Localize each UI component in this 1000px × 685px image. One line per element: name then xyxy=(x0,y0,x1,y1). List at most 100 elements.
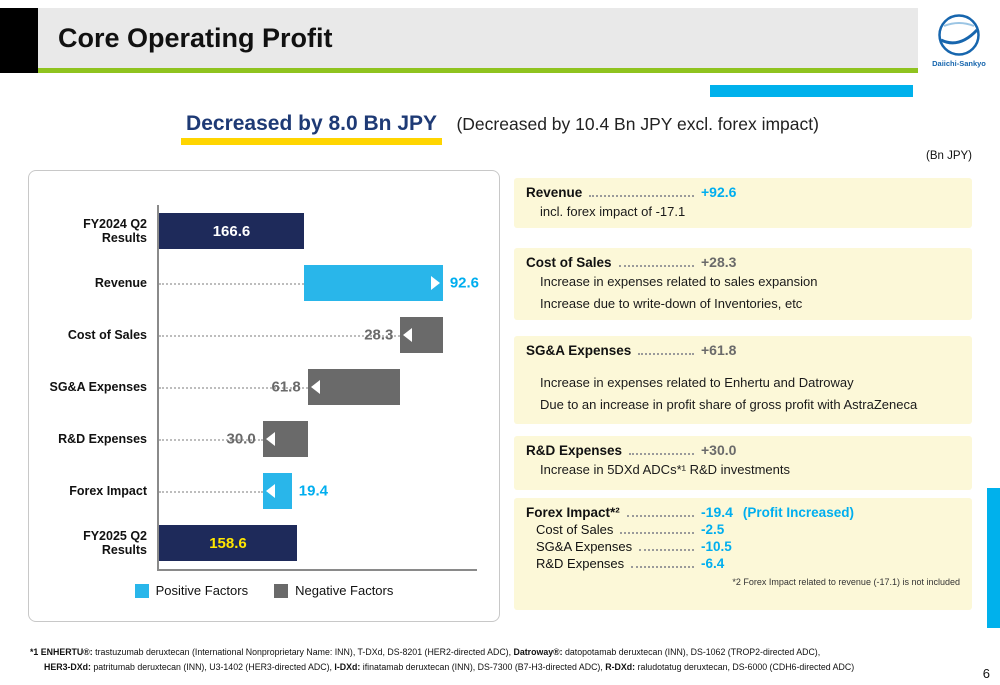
panel-head: Forex Impact*² -19.4 (Profit Increased) xyxy=(526,504,960,520)
chart-bar xyxy=(262,473,292,509)
panel-head: Cost of Sales +28.3 xyxy=(526,254,960,270)
unit-label: (Bn JPY) xyxy=(925,150,972,162)
panel-line: Increase in expenses related to sales ex… xyxy=(540,273,818,289)
bar-arrow-icon xyxy=(403,328,413,342)
panel-value: +61.8 xyxy=(701,341,737,358)
headline-sub: (Decreased by 10.4 Bn JPY excl. forex im… xyxy=(456,114,819,134)
leader-line xyxy=(159,491,263,493)
panel-title: SG&A Expenses xyxy=(526,342,632,358)
dotted-leader xyxy=(638,345,694,355)
dotted-leader xyxy=(631,558,694,568)
page-title: Core Operating Profit xyxy=(58,23,333,53)
bar-value-outside: 61.8 xyxy=(271,378,301,396)
plot-cell: 30.0 xyxy=(157,413,491,465)
chart-row: FY2024 Q2 Results 166.6 xyxy=(37,205,491,257)
page-number: 6 xyxy=(982,666,990,681)
panel-line: Due to an increase in profit share of gr… xyxy=(540,396,918,412)
plot-cell: 19.4 xyxy=(157,465,491,517)
footnote-line: *1 ENHERTU®: trastuzumab deruxtecan (Int… xyxy=(30,647,821,657)
bar-value-inside: 158.6 xyxy=(209,534,247,552)
explanation-panels: Revenue +92.6 incl. forex impact of -17.… xyxy=(514,178,972,610)
panel-title: R&D Expenses xyxy=(526,442,623,458)
company-logo: Daiichi-Sankyo xyxy=(918,0,1000,80)
forex-row-value: -10.5 xyxy=(701,538,732,554)
chart-row: R&D Expenses 30.0 xyxy=(37,413,491,465)
chart-category-label: Forex Impact xyxy=(69,484,147,498)
panel-value: +30.0 xyxy=(701,441,737,458)
legend-item-negative: Negative Factors xyxy=(274,583,393,598)
chart-row: Revenue 92.6 xyxy=(37,257,491,309)
chart-row: Cost of Sales 28.3 xyxy=(37,309,491,361)
logo-globe-icon xyxy=(938,13,980,56)
bar-value-inside xyxy=(308,369,401,405)
dotted-leader xyxy=(626,507,694,517)
chart-row: SG&A Expenses 61.8 xyxy=(37,361,491,413)
legend-item-positive: Positive Factors xyxy=(134,583,249,598)
plot-cell: 28.3 xyxy=(157,309,491,361)
panel-head: R&D Expenses +30.0 xyxy=(526,442,960,458)
panel-cost-of-sales: Cost of Sales +28.3 Increase in expenses… xyxy=(514,247,972,320)
panel-line: incl. forex impact of -17.1 xyxy=(540,204,686,219)
header-left-block xyxy=(0,8,38,73)
chart-row: FY2025 Q2 Results 158.6 xyxy=(37,517,491,569)
bar-value-inside xyxy=(263,421,308,457)
legend-label: Negative Factors xyxy=(295,583,394,598)
leader-line xyxy=(159,283,304,285)
waterfall-chart: FY2024 Q2 Results 166.6 Revenue 92.6 xyxy=(28,170,500,622)
chart-bar xyxy=(400,317,443,353)
chart-bar xyxy=(303,265,443,301)
bar-value-outside: 30.0 xyxy=(226,430,256,448)
bar-value-inside: 166.6 xyxy=(212,222,251,240)
forex-row-label: Cost of Sales xyxy=(536,521,614,537)
panel-title: Forex Impact*² xyxy=(526,504,620,520)
leader-line xyxy=(159,439,263,441)
forex-row: R&D Expenses -6.4 xyxy=(536,556,960,571)
chart-category-label: SG&A Expenses xyxy=(49,380,148,394)
panel-line: Increase due to write-down of Inventorie… xyxy=(540,295,803,311)
leader-line xyxy=(159,387,308,389)
chart-category-label: FY2025 Q2 Results xyxy=(83,529,147,557)
dotted-leader xyxy=(589,187,694,197)
forex-row-label: R&D Expenses xyxy=(536,555,625,571)
bar-arrow-icon xyxy=(265,432,275,446)
plot-cell: 61.8 xyxy=(157,361,491,413)
panel-line: Increase in expenses related to Enhertu … xyxy=(540,374,854,390)
chart-legend: Positive Factors Negative Factors xyxy=(29,583,499,598)
header-band xyxy=(0,8,918,68)
bar-value-outside: 28.3 xyxy=(364,326,394,344)
chart-baseline xyxy=(157,569,477,571)
headline: Decreased by 8.0 Bn JPY (Decreased by 10… xyxy=(0,112,1000,145)
forex-row: Cost of Sales -2.5 xyxy=(536,522,960,537)
chart-bar xyxy=(262,421,308,457)
bar-arrow-icon xyxy=(430,276,440,290)
dotted-leader xyxy=(639,541,694,551)
plot-cell: 158.6 xyxy=(157,517,491,569)
bar-value-inside xyxy=(400,317,442,353)
panel-head: Revenue +92.6 xyxy=(526,184,960,200)
panel-line: Increase in 5DXd ADCs*¹ R&D investments xyxy=(540,461,790,477)
panel-title: Revenue xyxy=(526,185,583,200)
panel-title: Cost of Sales xyxy=(526,254,612,270)
plot-cell: 166.6 xyxy=(157,205,491,257)
panel-value-suffix: (Profit Increased) xyxy=(742,504,854,520)
chart-category-label: Revenue xyxy=(94,276,147,290)
chart-bar: 166.6 xyxy=(159,213,304,249)
legend-swatch xyxy=(134,583,149,598)
legend-label: Positive Factors xyxy=(155,583,249,598)
forex-footnote: *2 Forex Impact related to revenue (-17.… xyxy=(732,576,960,587)
panel-sga-expenses: SG&A Expenses +61.8 Increase in expenses… xyxy=(514,335,972,424)
dotted-leader xyxy=(618,257,694,267)
plot-cell: 92.6 xyxy=(157,257,491,309)
forex-row-label: SG&A Expenses xyxy=(536,538,633,554)
dotted-leader xyxy=(620,524,694,534)
dotted-leader xyxy=(629,445,694,455)
footnote-line: HER3-DXd: patritumab deruxtecan (INN), U… xyxy=(44,661,855,672)
panel-value: -19.4 xyxy=(701,503,733,520)
chart-bar xyxy=(307,369,401,405)
bar-arrow-icon xyxy=(310,380,320,394)
chart-category-label: Cost of Sales xyxy=(67,328,147,342)
panel-value: +92.6 xyxy=(701,184,737,200)
legend-swatch xyxy=(274,583,289,598)
cyan-accent-bar-right xyxy=(987,488,1000,628)
forex-row-value: -6.4 xyxy=(701,555,725,571)
